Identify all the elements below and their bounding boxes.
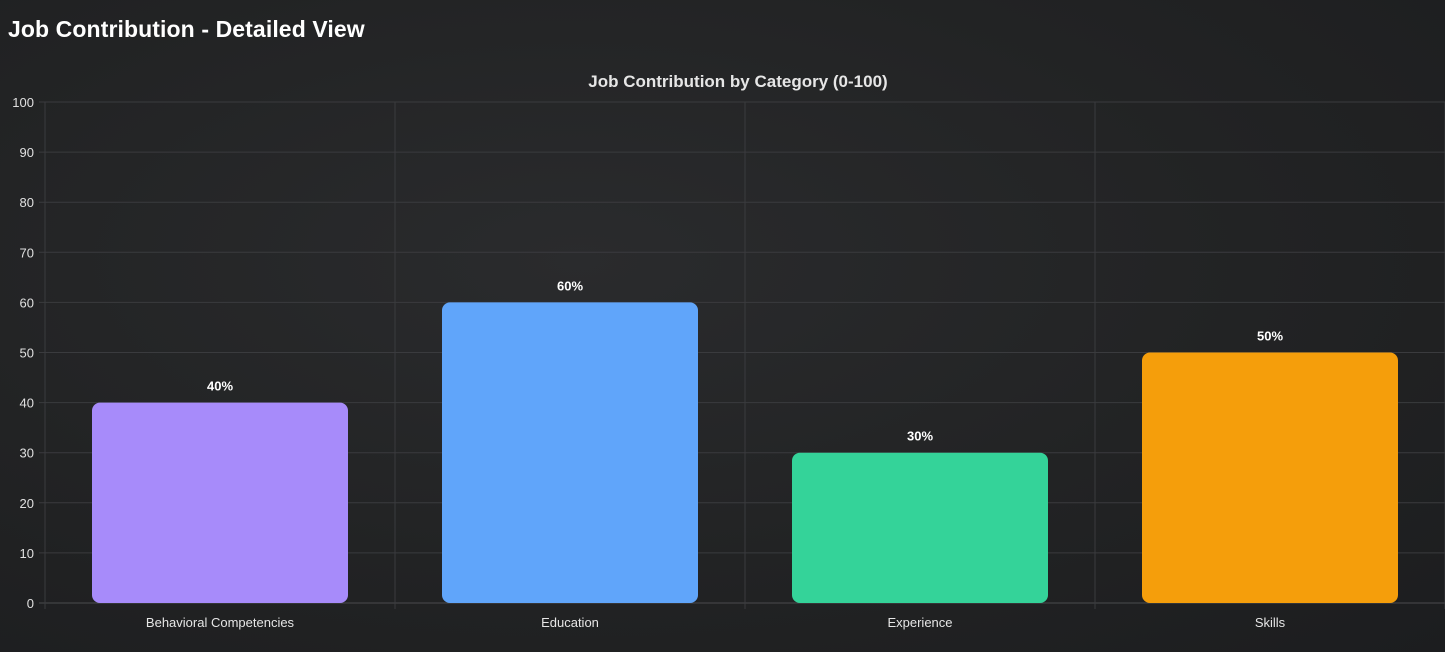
x-tick-label: Skills bbox=[1255, 615, 1286, 630]
y-tick-label: 10 bbox=[20, 546, 34, 561]
bar-value-label: 60% bbox=[557, 278, 583, 293]
y-tick-label: 30 bbox=[20, 446, 34, 461]
chart-bars bbox=[92, 302, 1398, 603]
y-tick-label: 50 bbox=[20, 346, 34, 361]
bar-skills[interactable] bbox=[1142, 352, 1398, 604]
bar-education[interactable] bbox=[442, 302, 698, 603]
page-title: Job Contribution - Detailed View bbox=[8, 16, 365, 42]
x-tick-label: Behavioral Competencies bbox=[146, 615, 295, 630]
y-tick-label: 0 bbox=[27, 596, 34, 611]
y-tick-label: 80 bbox=[20, 195, 34, 210]
bar-behavioral-competencies[interactable] bbox=[92, 402, 348, 603]
y-tick-label: 60 bbox=[20, 295, 34, 310]
bar-value-label: 30% bbox=[907, 429, 933, 444]
y-tick-label: 100 bbox=[12, 95, 34, 110]
x-tick-label: Experience bbox=[887, 615, 952, 630]
y-tick-label: 70 bbox=[20, 245, 34, 260]
y-axis-ticks: 0 10 20 30 40 50 60 70 80 90 100 bbox=[12, 95, 34, 611]
y-tick-label: 90 bbox=[20, 145, 34, 160]
bar-value-label: 40% bbox=[207, 379, 233, 394]
chart-title: Job Contribution by Category (0-100) bbox=[588, 72, 887, 91]
bar-value-label: 50% bbox=[1257, 329, 1283, 344]
y-tick-label: 40 bbox=[20, 396, 34, 411]
x-tick-label: Education bbox=[541, 615, 599, 630]
bar-experience[interactable] bbox=[792, 452, 1048, 603]
y-tick-label: 20 bbox=[20, 496, 34, 511]
data-labels: 40% 60% 30% 50% bbox=[207, 278, 1283, 443]
x-axis-ticks: Behavioral Competencies Education Experien… bbox=[146, 615, 1286, 630]
